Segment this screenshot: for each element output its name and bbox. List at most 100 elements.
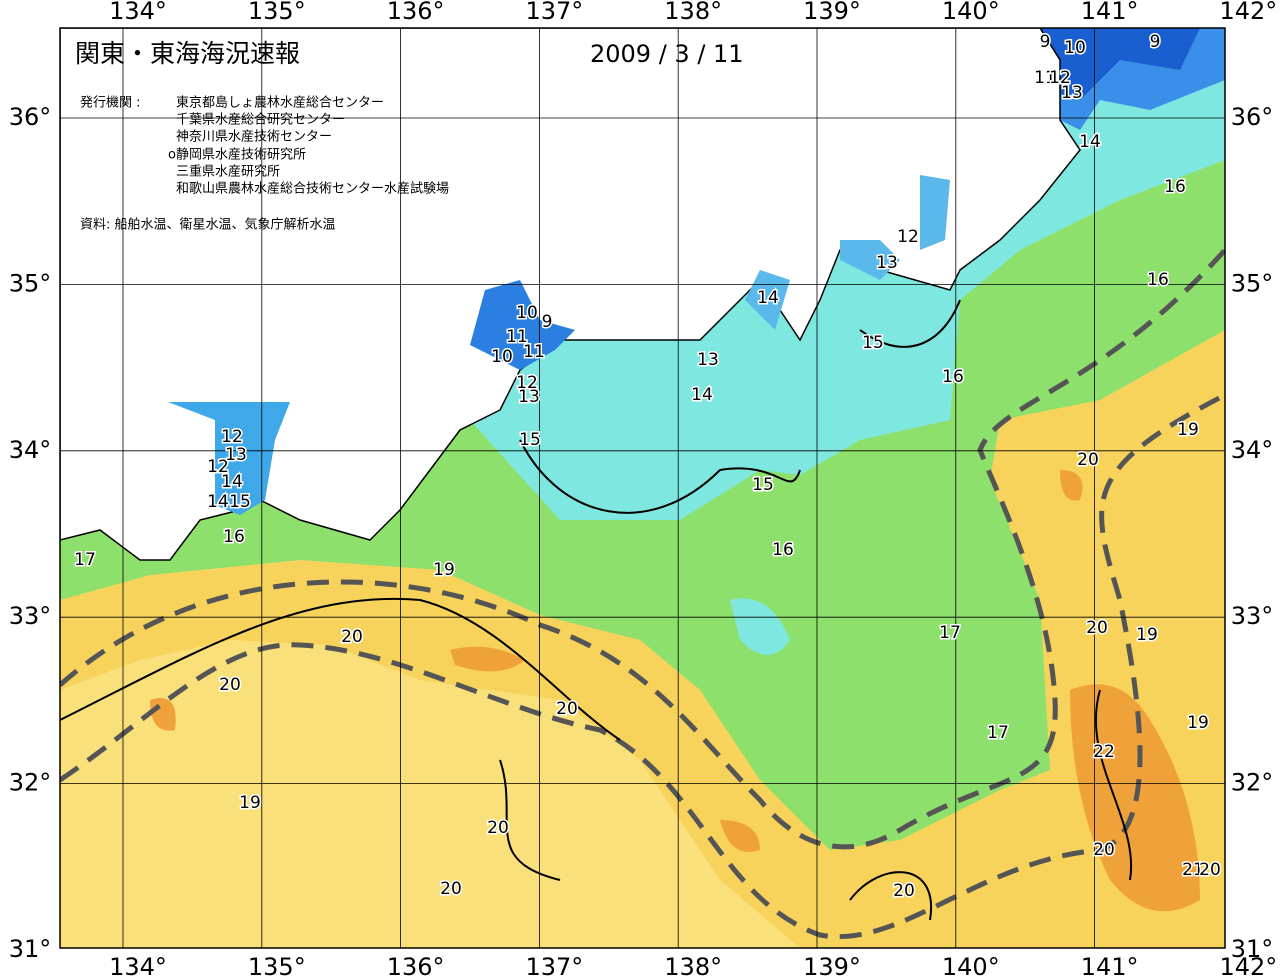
lat-label-left: 34° <box>9 436 52 464</box>
lat-label-right: 31° <box>1231 935 1274 963</box>
contour-label: 13 <box>225 445 247 465</box>
cyan-patch <box>730 598 790 655</box>
lon-label-bottom: 135° <box>248 953 306 980</box>
contour-lines <box>60 299 1133 921</box>
lat-label-left: 36° <box>9 103 52 131</box>
contour-label: 9 <box>1040 32 1051 52</box>
kuroshio-path-2 <box>60 392 1225 940</box>
contour-label: 11 <box>506 327 528 347</box>
contour-label: 20 <box>219 675 241 695</box>
contour-label: 12 <box>221 427 243 447</box>
lat-label-left: 35° <box>9 269 52 297</box>
lat-label-left: 31° <box>9 935 52 963</box>
contour-label: 10 <box>1064 38 1086 58</box>
lon-label-top: 141° <box>1081 0 1139 25</box>
lat-label-right: 35° <box>1231 269 1274 297</box>
contour-label: 10 <box>516 303 538 323</box>
issuer-label: 発行機関 : <box>80 96 141 111</box>
contour-label: 12 <box>1049 68 1071 88</box>
lat-label-left: 32° <box>9 769 52 797</box>
contour-label: 16 <box>1164 177 1186 197</box>
contour-label: 17 <box>74 550 96 570</box>
contour-label: 20 <box>1077 450 1099 470</box>
contour-label: 9 <box>542 312 553 332</box>
contour-label: 19 <box>1177 420 1199 440</box>
labels: 134° 134° 135° 135° 136° 136° 137° 137° 138° 138°… <box>9 0 1278 980</box>
lat-label-right: 34° <box>1231 436 1274 464</box>
contour-label: 14 <box>207 492 229 512</box>
issuer: 神奈川県水産技術センター <box>176 129 332 145</box>
source-note: 資料: 船舶水温、衛星水温、気象庁解析水温 <box>80 217 336 233</box>
contour-label: 13 <box>518 387 540 407</box>
contour-label: 20 <box>556 699 578 719</box>
contour-label: 19 <box>1136 625 1158 645</box>
issuer: o静岡県水産技術研究所 <box>168 147 306 163</box>
contour-label: 11 <box>1034 68 1056 88</box>
contour-label: 16 <box>942 367 964 387</box>
lon-label-top: 142° <box>1219 0 1277 25</box>
contour-label: 19 <box>239 793 261 813</box>
ise-bay <box>470 280 575 370</box>
contour-label: 20 <box>1199 860 1221 880</box>
contour-label: 11 <box>523 342 545 362</box>
lon-label-top: 139° <box>803 0 861 25</box>
map-date: 2009 / 3 / 11 <box>590 40 744 68</box>
lon-label-bottom: 141° <box>1081 953 1139 980</box>
contour-label: 16 <box>223 527 245 547</box>
issuer: 三重県水産研究所 <box>176 164 280 180</box>
lat-label-left: 33° <box>9 602 52 630</box>
contour-label: 20 <box>1093 840 1115 860</box>
lon-label-top: 137° <box>525 0 583 25</box>
contour-label: 13 <box>697 350 719 370</box>
contour-label: 16 <box>772 540 794 560</box>
contour-label: 20 <box>1086 618 1108 638</box>
contour-label: 12 <box>516 373 538 393</box>
lon-label-top: 140° <box>942 0 1000 25</box>
contour-label: 17 <box>987 723 1009 743</box>
contour-label: 16 <box>1147 270 1169 290</box>
contour-label: 14 <box>691 385 713 405</box>
lat-label-right: 33° <box>1231 602 1274 630</box>
contour-label: 12 <box>897 227 919 247</box>
map-title: 関東・東海海況速報 <box>75 39 300 68</box>
kii-channel <box>168 402 290 515</box>
issuer: 和歌山県農林水産総合技術センター水産試験場 <box>176 181 449 197</box>
contour-label: 20 <box>440 879 462 899</box>
contour-label: 14 <box>1079 132 1101 152</box>
contour-label: 9 <box>1150 32 1161 52</box>
graticule <box>60 28 1225 948</box>
contour-label: 22 <box>1093 742 1115 762</box>
bays <box>745 175 950 330</box>
issuer: 千葉県水産総合研究センター <box>176 112 345 128</box>
contour-label: 14 <box>221 472 243 492</box>
contour-label: 14 <box>757 288 779 308</box>
land <box>60 28 1081 561</box>
lon-label-bottom: 139° <box>803 953 861 980</box>
lat-label-right: 32° <box>1231 769 1274 797</box>
map-frame <box>59 27 1226 949</box>
lon-label-top: 134° <box>109 0 167 25</box>
lon-label-bottom: 138° <box>664 953 722 980</box>
contour-label: 20 <box>341 627 363 647</box>
lon-label-top: 135° <box>248 0 306 25</box>
contour-label: 13 <box>876 253 898 273</box>
map-body <box>60 28 1225 948</box>
contour-label: 20 <box>487 818 509 838</box>
contour-label: 13 <box>1061 83 1083 103</box>
lon-label-bottom: 142° <box>1219 953 1277 980</box>
lon-label-bottom: 140° <box>942 953 1000 980</box>
contour-label: 15 <box>519 430 541 450</box>
lon-label-top: 138° <box>664 0 722 25</box>
contour-label: 17 <box>939 623 961 643</box>
kuroshio-path <box>60 248 1225 850</box>
lat-label-right: 36° <box>1231 103 1274 131</box>
contour-label: 10 <box>491 347 513 367</box>
lon-label-bottom: 136° <box>387 953 445 980</box>
lon-label-top: 136° <box>387 0 445 25</box>
contour-label: 15 <box>862 333 884 353</box>
contour-label: 20 <box>893 881 915 901</box>
lon-label-bottom: 137° <box>525 953 583 980</box>
contour-label: 15 <box>752 475 774 495</box>
issuer: 東京都島しょ農林水産総合センター <box>176 95 384 111</box>
